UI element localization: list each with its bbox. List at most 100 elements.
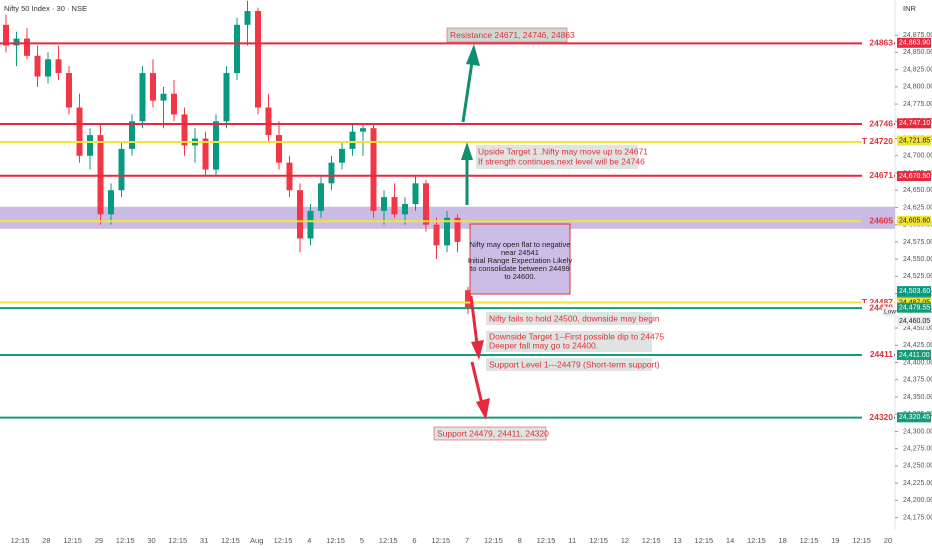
annotation-box (476, 145, 638, 169)
y-tick-label: 24,375.00 (903, 377, 932, 384)
level-label-bg (862, 38, 894, 49)
candle-body (129, 121, 135, 149)
level-label: 24605 (869, 215, 893, 225)
arrow (461, 61, 474, 123)
candle-body (118, 148, 125, 191)
y-tick-label: 24,525.00 (903, 273, 932, 280)
candle-body (76, 107, 83, 156)
price-tag-label: 24,605.60 (899, 218, 930, 225)
annotation: Downside Target 1--First possible dip to… (489, 331, 664, 341)
price-tag (897, 412, 931, 423)
arrow (469, 295, 479, 345)
candle-body (339, 148, 345, 163)
price-tag-label: 24,721.85 (899, 138, 930, 145)
price-tag-label: 24,479.55 (899, 305, 930, 312)
level-label: 24671 (869, 170, 893, 180)
x-tick-label: 12:15 (642, 536, 661, 545)
candle-body (108, 190, 114, 215)
candle-body (307, 210, 314, 239)
price-tag-label: 24,747.10 (899, 120, 930, 127)
x-tick-label: 5 (360, 536, 364, 545)
y-tick-label: 24,400.00 (903, 359, 932, 366)
price-tag-label: 24,320.45 (899, 414, 930, 421)
x-tick-label: 18 (779, 536, 787, 545)
arrows (461, 44, 490, 420)
y-tick-label: 24,425.00 (903, 342, 932, 349)
annotation-box (433, 426, 547, 441)
y-tick-label: 24,700.00 (903, 153, 932, 160)
y-tick-label: 24,875.00 (903, 32, 932, 39)
x-tick-label: 12:15 (11, 536, 30, 545)
level-label: 24320 (869, 412, 893, 422)
candle-body (223, 73, 230, 122)
x-tick-label: 12:15 (116, 536, 135, 545)
annotation-box (486, 331, 652, 352)
chart-title: Nifty 50 Index · 30 · NSE (4, 4, 87, 13)
candle-body (87, 135, 93, 156)
x-tick-label: 29 (95, 536, 103, 545)
annotation: Nifty fails to hold 24500, downside may … (489, 313, 660, 323)
candle-body (276, 135, 282, 163)
arrow-head (476, 398, 490, 420)
x-tick-label: 12:15 (431, 536, 450, 545)
y-tick-label: 24,775.00 (903, 101, 932, 108)
annotation: Upside Target 1 .Nifty may move up to 24… (478, 146, 648, 156)
level-label-bg (862, 136, 894, 147)
level-label-bg (862, 412, 894, 423)
price-tag (897, 302, 931, 313)
arrow-head (461, 142, 473, 160)
level-label: T 24720 (862, 136, 893, 146)
candle-body (402, 204, 408, 215)
x-tick-label: 28 (42, 536, 50, 545)
arrow-head (471, 340, 484, 360)
x-tick-label: 13 (673, 536, 681, 545)
x-tick-label: 12:15 (326, 536, 345, 545)
x-tick-label: 12:15 (168, 536, 187, 545)
y-tick-label: 24,450.00 (903, 325, 932, 332)
level-label-bg (862, 119, 894, 130)
x-tick-label: 12:15 (537, 536, 556, 545)
annotation: Deeper fall may go to 24400. (489, 340, 598, 350)
level-label-bg (862, 170, 894, 181)
x-tick-label: 14 (726, 536, 734, 545)
x-tick-label: 12:15 (379, 536, 398, 545)
x-tick-label: 12:15 (63, 536, 82, 545)
candle-body (370, 128, 377, 211)
candle-body (412, 183, 419, 205)
candle-body (433, 224, 440, 246)
candle-body (45, 59, 51, 77)
annotation: Support Level 1---24479 (Short-term supp… (489, 359, 660, 369)
annotation: Initial Range Expectation Likely (468, 256, 572, 265)
y-tick-label: 24,850.00 (903, 49, 932, 56)
x-tick-label: 12:15 (589, 536, 608, 545)
arrow (470, 361, 484, 405)
y-tick-label: 24,200.00 (903, 497, 932, 504)
level-label-bg (862, 297, 894, 308)
candle-body (181, 114, 188, 146)
x-tick-label: 31 (200, 536, 208, 545)
x-tick-label: 12:15 (852, 536, 871, 545)
x-tick-label: 20 (884, 536, 892, 545)
candle-body (66, 73, 72, 108)
candle-body (13, 38, 20, 46)
level-label-bg (862, 216, 894, 227)
x-tick-label: 11 (568, 536, 576, 545)
x-tick-label: Aug (250, 536, 263, 545)
price-tag (897, 135, 931, 146)
candle-body (297, 190, 303, 239)
price-note: Low (884, 308, 896, 315)
x-tick-label: 12:15 (221, 536, 240, 545)
candle-body (349, 131, 356, 149)
y-tick-label: 24,225.00 (903, 480, 932, 487)
y-tick-label: 24,250.00 (903, 463, 932, 470)
annotation-box (469, 223, 571, 295)
y-tick-label: 24,550.00 (903, 256, 932, 263)
price-tag (897, 215, 931, 226)
candle-body (139, 73, 146, 122)
candle-body (265, 107, 272, 136)
y-tick-label: 24,275.00 (903, 446, 932, 453)
arrow-head (466, 44, 480, 66)
price-tag (897, 286, 931, 297)
y-tick-label: 24,650.00 (903, 187, 932, 194)
